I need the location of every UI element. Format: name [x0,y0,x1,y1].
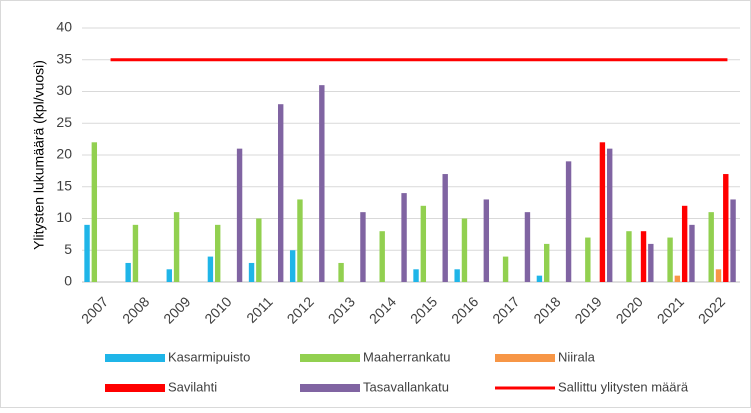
bar [413,269,419,282]
bar [236,148,243,282]
bar [207,256,214,282]
bar [723,174,729,282]
legend-swatch [300,354,360,362]
y-tick-label: 35 [56,50,72,66]
bar [667,237,673,282]
y-tick-label: 25 [56,114,72,130]
legend-label: Maaherrankatu [363,349,450,364]
bar [173,212,180,282]
y-tick-label: 20 [56,146,72,162]
legend-swatch [300,384,360,392]
bar [277,104,284,282]
bar [256,218,262,282]
legend-label: Sallittu ylitysten määrä [558,379,689,394]
bar [626,231,632,282]
bar [215,224,221,282]
y-tick-label: 5 [64,241,72,257]
bar [454,269,460,282]
y-axis-title: Ylitysten lukumäärä (kpl/vuosi) [31,60,47,250]
bar [674,275,681,282]
bar [442,174,448,282]
bar [544,243,550,282]
bar [84,224,90,282]
bar [730,199,736,282]
bar [297,199,303,282]
bar [689,224,695,282]
bar [715,269,722,282]
bar [536,275,543,282]
legend-label: Kasarmipuisto [168,349,250,364]
bar [319,85,325,283]
bar [565,161,572,282]
bar [401,193,407,282]
bar [248,262,255,282]
bar [360,212,366,282]
y-tick-label: 30 [56,82,72,98]
bar [681,205,688,282]
y-tick-label: 0 [64,273,72,289]
y-tick-label: 15 [56,177,72,193]
bar [640,231,647,282]
legend-label: Niirala [558,349,596,364]
bar [132,224,139,282]
bar [338,262,344,282]
legend-swatch [105,384,165,392]
bar [648,243,654,282]
y-tick-label: 40 [56,19,72,35]
legend-label: Tasavallankatu [363,379,449,394]
bar [166,269,172,282]
bar [502,256,509,282]
bar [289,250,296,282]
bar [91,142,98,282]
legend-label: Savilahti [168,379,217,394]
bar [379,231,385,282]
bar [606,148,613,282]
bar [461,218,468,282]
bar [125,262,131,282]
bar [599,142,606,282]
legend-swatch [105,354,165,362]
bar [585,237,591,282]
bar [420,205,427,282]
bar [524,212,531,282]
y-tick-label: 10 [56,209,72,225]
bar [483,199,490,282]
bar [708,212,714,282]
legend-swatch [495,354,555,362]
